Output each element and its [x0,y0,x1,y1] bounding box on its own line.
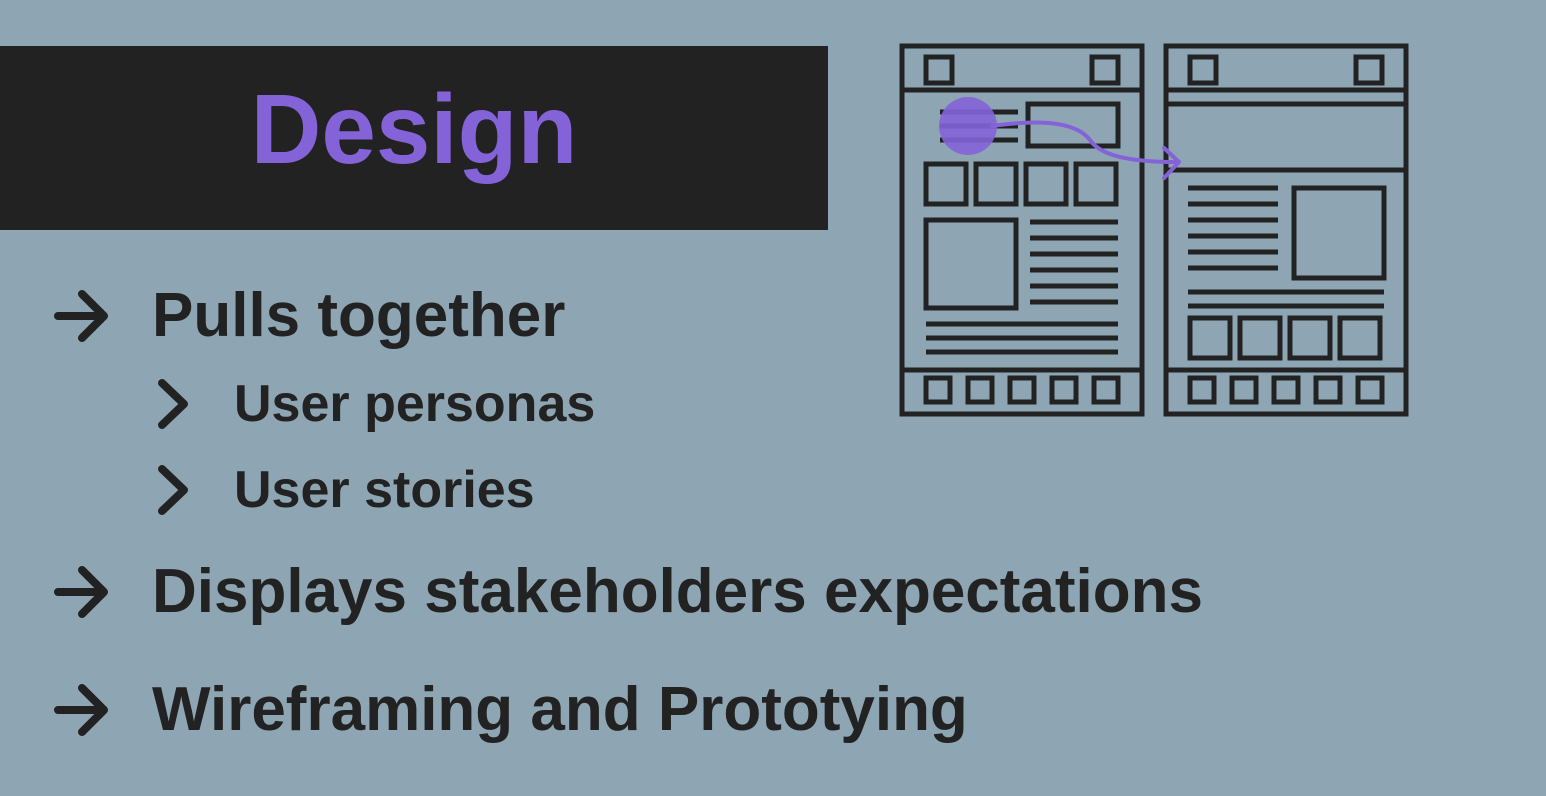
arrow-right-icon [54,290,108,342]
bullet-pulls-together: Pulls together [54,281,566,350]
arrow-right-icon [54,566,108,618]
bullet-displays-expectations: Displays stakeholders expectations [54,557,1204,626]
title-band [0,46,828,230]
page-title: Design [250,74,578,184]
chevron-right-icon [158,379,188,429]
bullet-wireframing-prototyping: Wireframing and Prototying [54,675,968,744]
wireframe-right-screen [1163,43,1409,417]
chevron-right-icon [158,465,188,515]
sub-bullet-label: User personas [234,375,596,433]
wireframe-flow-illustration [899,43,1409,417]
sub-bullet-label: User stories [234,461,535,519]
sub-bullet-user-personas: User personas [156,378,595,430]
flow-arrow-icon [990,120,1180,164]
wireframe-left-screen [899,43,1145,417]
bullet-label: Pulls together [152,281,566,350]
sub-bullet-user-stories: User stories [156,464,535,516]
bullet-label: Displays stakeholders expectations [152,557,1204,626]
arrow-right-icon [54,684,108,736]
tap-circle-icon [939,97,997,155]
bullet-label: Wireframing and Prototying [152,675,968,744]
